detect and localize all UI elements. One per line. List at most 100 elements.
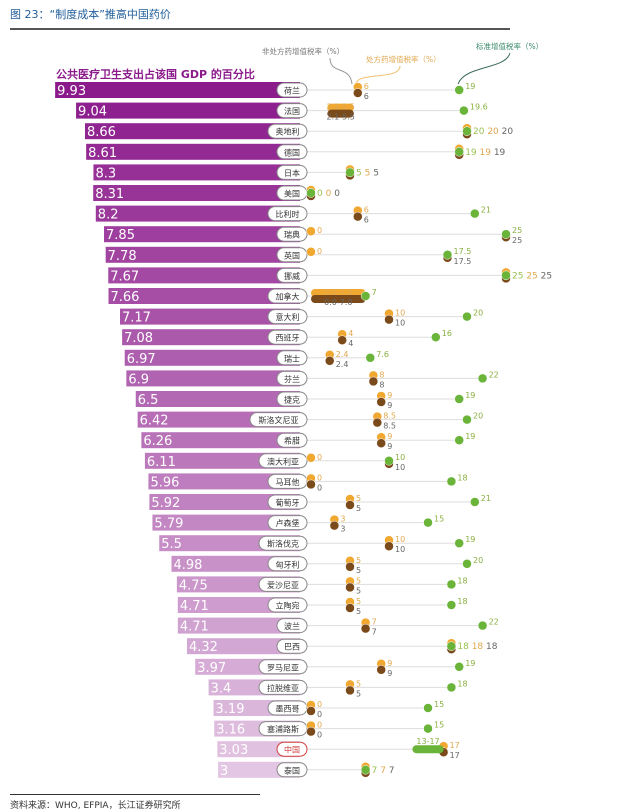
gdp-bar-label: 6.26 — [143, 434, 172, 449]
country-pill — [267, 515, 308, 531]
standard-value-label: 18 — [457, 576, 467, 585]
non-prescription-dot — [345, 500, 355, 510]
standard-value-label: 7 — [372, 288, 377, 297]
chart-row: 6.97 瑞士 2.42.4 7.6 — [124, 349, 389, 369]
chart-row: 4.32 巴西 18 18 18 — [186, 638, 498, 655]
non-prescription-dot — [337, 335, 347, 345]
non-prescription-value-label: 0 — [317, 483, 322, 492]
country-label: 奥地利 — [276, 127, 300, 137]
gdp-bar — [122, 329, 301, 346]
standard-dot — [306, 188, 316, 198]
country-label: 澳大利亚 — [267, 456, 299, 466]
standard-dot — [446, 476, 457, 487]
prescription-value-label: 4 — [348, 329, 353, 338]
non-prescription-range-bar — [311, 295, 366, 303]
gdp-bar-label: 8.61 — [88, 146, 117, 161]
gdp-bar-label: 4.71 — [180, 620, 209, 635]
prescription-value-label: 2.4 — [336, 350, 349, 359]
country-label: 波兰 — [284, 621, 300, 631]
standard-value-label: 16 — [442, 329, 452, 338]
value-labels: 0 0 0 — [317, 189, 340, 199]
standard-dot — [470, 208, 480, 219]
standard-value-label: 18 — [457, 473, 467, 482]
standard-dot — [477, 620, 488, 631]
standard-value-label: 20 — [473, 412, 483, 421]
non-prescription-value-label: 2.4 — [336, 360, 349, 369]
chart-row: 5.92 葡萄牙 55 21 — [149, 494, 491, 513]
country-pill — [258, 453, 308, 469]
standard-dot — [423, 703, 433, 713]
country-label: 马耳他 — [276, 477, 300, 487]
gdp-bar-label: 3 — [220, 764, 228, 779]
country-label: 墨西哥 — [276, 705, 300, 714]
standard-dot — [454, 85, 464, 95]
chart-row: 3.4 拉脱维亚 55 18 — [208, 679, 468, 698]
country-pill — [258, 535, 308, 551]
country-pill — [276, 350, 308, 366]
top-rule — [10, 28, 510, 30]
country-pill — [267, 309, 308, 325]
standard-value-label: 21 — [481, 494, 491, 503]
standard-value-label: 15 — [434, 515, 444, 524]
standard-dot — [360, 765, 371, 775]
country-label: 希腊 — [284, 436, 300, 446]
standard-dot — [462, 414, 472, 425]
chart-row: 7.67 挪威 25 25 25 — [108, 267, 552, 284]
country-pill — [276, 618, 308, 634]
prescription-dot — [306, 226, 316, 236]
gdp-bar — [120, 308, 300, 325]
standard-range-bar — [412, 745, 444, 754]
standard-dot — [446, 579, 457, 590]
non-prescription-dot — [345, 582, 355, 593]
non-prescription-value-label: 8 — [379, 380, 384, 389]
non-prescription-dot — [372, 417, 383, 428]
chart-row: 6.5 捷克 99 19 — [135, 391, 475, 410]
standard-value-label: 20 — [473, 309, 483, 318]
gdp-bar-label: 6.97 — [127, 352, 156, 367]
gdp-bar-label: 4.71 — [180, 599, 209, 614]
prescription-value-label: 0.0-7.0 — [324, 288, 352, 297]
country-pill — [267, 473, 308, 489]
prescription-value-label: 2.1-5.5 — [326, 103, 354, 112]
gdp-bar-label: 3.97 — [197, 661, 226, 676]
chart-row: 5.79 卢森堡 33 15 — [152, 514, 444, 534]
value-label: 0 — [317, 189, 323, 199]
gdp-bar — [104, 226, 301, 243]
country-label: 卢森堡 — [276, 518, 300, 528]
non-prescription-value-label: 5 — [356, 689, 361, 698]
standard-value-label: 20 — [473, 556, 483, 565]
non-prescription-value-label: 9 — [387, 442, 392, 451]
value-labels: 18 18 18 — [457, 642, 497, 652]
chart-row: 6.9 芬兰 88 22 — [126, 370, 499, 389]
non-prescription-value-label: 5 — [356, 586, 361, 595]
non-prescription-dot — [376, 665, 386, 675]
value-label: 25 — [523, 271, 537, 281]
standard-dot — [470, 497, 480, 507]
gdp-bar — [76, 102, 300, 119]
standard-value-label: 7.6 — [376, 350, 389, 359]
gdp-bar-label: 6.9 — [128, 372, 149, 387]
non-prescription-value-label: 10 — [395, 319, 405, 328]
non-prescription-value-label: 25 — [512, 236, 522, 245]
gdp-bar-label: 8.2 — [98, 208, 119, 223]
gdp-bar — [124, 349, 300, 366]
non-prescription-dot — [345, 562, 355, 572]
standard-value-label: 19 — [465, 391, 475, 400]
non-prescription-dot — [306, 479, 316, 490]
gdp-bar-label: 6.42 — [140, 414, 169, 429]
standard-dot — [442, 250, 453, 260]
chart: 公共医疗卫生支出占该国 GDP 的百分比 非处方药增值税率（%） 处方药增值税率… — [55, 41, 552, 779]
gdp-bar-label: 7.78 — [108, 249, 137, 264]
gdp-bar-label: 5.92 — [151, 496, 180, 511]
value-labels: 5 5 5 — [356, 168, 379, 178]
chart-row: 4.71 立陶宛 55 18 — [177, 597, 468, 616]
country-label: 塞浦路斯 — [267, 724, 299, 734]
gdp-bar-label: 9.04 — [78, 105, 107, 120]
non-prescription-value-label: 4 — [348, 339, 353, 348]
country-label: 匈牙利 — [276, 559, 300, 569]
value-labels: 25 25 25 — [512, 271, 552, 281]
gdp-bar-label: 9.93 — [57, 84, 86, 99]
source-note: 资料来源：WHO, EFPIA，长江证券研究所 — [10, 801, 181, 811]
prescription-dot — [306, 453, 316, 463]
prescription-value-label: 0 — [317, 721, 322, 730]
